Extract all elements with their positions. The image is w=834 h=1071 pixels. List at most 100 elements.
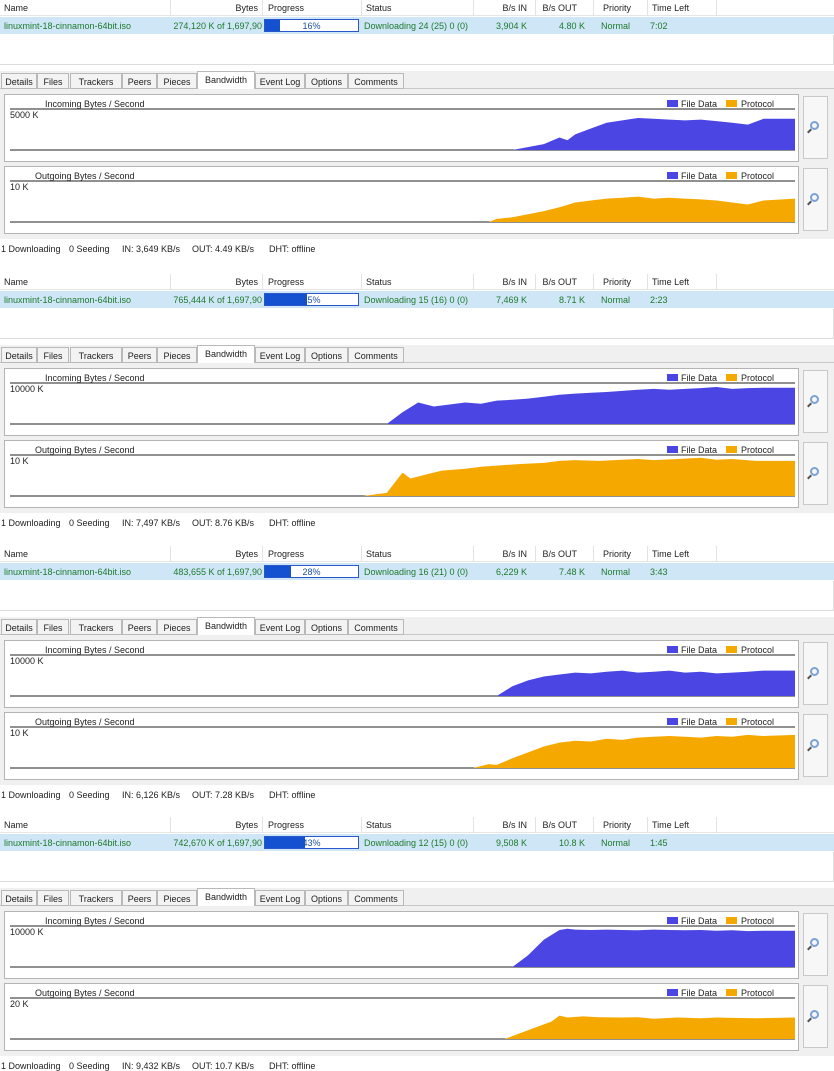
tab-bandwidth[interactable]: Bandwidth <box>197 617 255 636</box>
column-separator[interactable] <box>170 0 171 16</box>
tab-files[interactable]: Files <box>37 347 69 363</box>
column-header-priority[interactable]: Priority <box>603 277 632 287</box>
column-header-bytes[interactable]: Bytes <box>235 549 258 559</box>
tab-options[interactable]: Options <box>305 73 348 89</box>
column-header-progress[interactable]: Progress <box>268 3 305 13</box>
column-header-time-left[interactable]: Time Left <box>652 549 690 559</box>
tab-trackers[interactable]: Trackers <box>70 619 122 635</box>
column-separator[interactable] <box>535 817 536 833</box>
column-separator[interactable] <box>262 817 263 833</box>
tab-event-log[interactable]: Event Log <box>255 73 305 89</box>
zoom-in-button[interactable] <box>803 96 828 159</box>
column-header-bin[interactable]: B/s IN <box>502 277 527 287</box>
column-header-status[interactable]: Status <box>366 820 392 830</box>
column-header-time-left[interactable]: Time Left <box>652 3 690 13</box>
column-separator[interactable] <box>361 817 362 833</box>
tab-event-log[interactable]: Event Log <box>255 619 305 635</box>
column-separator[interactable] <box>361 546 362 562</box>
column-header-status[interactable]: Status <box>366 277 392 287</box>
column-separator[interactable] <box>535 274 536 290</box>
column-separator[interactable] <box>716 817 717 833</box>
torrent-row[interactable]: linuxmint-18-cinnamon-64bit.iso 274,120 K… <box>0 17 834 34</box>
column-header-bytes[interactable]: Bytes <box>235 277 258 287</box>
column-separator[interactable] <box>473 274 474 290</box>
column-separator[interactable] <box>593 546 594 562</box>
tab-peers[interactable]: Peers <box>122 73 157 89</box>
column-header-bytes[interactable]: Bytes <box>235 820 258 830</box>
tab-comments[interactable]: Comments <box>348 619 404 635</box>
tab-options[interactable]: Options <box>305 890 348 906</box>
column-header-bout[interactable]: B/s OUT <box>542 549 577 559</box>
tab-bandwidth[interactable]: Bandwidth <box>197 888 255 907</box>
column-separator[interactable] <box>716 546 717 562</box>
column-header-priority[interactable]: Priority <box>603 820 632 830</box>
tab-bandwidth[interactable]: Bandwidth <box>197 345 255 364</box>
tab-pieces[interactable]: Pieces <box>157 890 197 906</box>
column-header-name[interactable]: Name <box>4 820 29 830</box>
tab-trackers[interactable]: Trackers <box>70 890 122 906</box>
column-header-name[interactable]: Name <box>4 3 29 13</box>
column-separator[interactable] <box>647 274 648 290</box>
zoom-in-button[interactable] <box>803 642 828 705</box>
column-separator[interactable] <box>170 546 171 562</box>
column-header-progress[interactable]: Progress <box>268 277 305 287</box>
column-separator[interactable] <box>262 0 263 16</box>
tab-details[interactable]: Details <box>1 73 37 89</box>
tab-details[interactable]: Details <box>1 890 37 906</box>
tab-comments[interactable]: Comments <box>348 73 404 89</box>
tab-pieces[interactable]: Pieces <box>157 619 197 635</box>
column-separator[interactable] <box>647 546 648 562</box>
torrent-row[interactable]: linuxmint-18-cinnamon-64bit.iso 765,444 K… <box>0 291 834 308</box>
tab-trackers[interactable]: Trackers <box>70 73 122 89</box>
column-separator[interactable] <box>473 817 474 833</box>
column-separator[interactable] <box>593 0 594 16</box>
column-header-priority[interactable]: Priority <box>603 549 632 559</box>
column-header-priority[interactable]: Priority <box>603 3 632 13</box>
tab-options[interactable]: Options <box>305 619 348 635</box>
tab-files[interactable]: Files <box>37 619 69 635</box>
column-header-time-left[interactable]: Time Left <box>652 277 690 287</box>
column-header-status[interactable]: Status <box>366 3 392 13</box>
column-header-bin[interactable]: B/s IN <box>502 3 527 13</box>
tab-comments[interactable]: Comments <box>348 890 404 906</box>
column-header-name[interactable]: Name <box>4 277 29 287</box>
tab-pieces[interactable]: Pieces <box>157 73 197 89</box>
column-separator[interactable] <box>716 274 717 290</box>
tab-pieces[interactable]: Pieces <box>157 347 197 363</box>
tab-peers[interactable]: Peers <box>122 347 157 363</box>
zoom-out-button[interactable] <box>803 985 828 1048</box>
tab-trackers[interactable]: Trackers <box>70 347 122 363</box>
column-header-name[interactable]: Name <box>4 549 29 559</box>
column-separator[interactable] <box>262 546 263 562</box>
column-header-bytes[interactable]: Bytes <box>235 3 258 13</box>
column-separator[interactable] <box>473 546 474 562</box>
column-header-bout[interactable]: B/s OUT <box>542 3 577 13</box>
column-header-status[interactable]: Status <box>366 549 392 559</box>
column-separator[interactable] <box>535 546 536 562</box>
zoom-out-button[interactable] <box>803 714 828 777</box>
column-separator[interactable] <box>647 817 648 833</box>
tab-peers[interactable]: Peers <box>122 619 157 635</box>
tab-event-log[interactable]: Event Log <box>255 347 305 363</box>
zoom-out-button[interactable] <box>803 168 828 231</box>
column-separator[interactable] <box>170 817 171 833</box>
column-separator[interactable] <box>361 0 362 16</box>
tab-comments[interactable]: Comments <box>348 347 404 363</box>
tab-details[interactable]: Details <box>1 619 37 635</box>
zoom-in-button[interactable] <box>803 913 828 976</box>
column-separator[interactable] <box>647 0 648 16</box>
column-separator[interactable] <box>473 0 474 16</box>
torrent-row[interactable]: linuxmint-18-cinnamon-64bit.iso 483,655 K… <box>0 563 834 580</box>
zoom-out-button[interactable] <box>803 442 828 505</box>
tab-options[interactable]: Options <box>305 347 348 363</box>
zoom-in-button[interactable] <box>803 370 828 433</box>
column-separator[interactable] <box>535 0 536 16</box>
column-header-bin[interactable]: B/s IN <box>502 549 527 559</box>
tab-event-log[interactable]: Event Log <box>255 890 305 906</box>
tab-bandwidth[interactable]: Bandwidth <box>197 71 255 90</box>
column-header-progress[interactable]: Progress <box>268 549 305 559</box>
tab-files[interactable]: Files <box>37 890 69 906</box>
column-header-bout[interactable]: B/s OUT <box>542 820 577 830</box>
column-separator[interactable] <box>262 274 263 290</box>
column-separator[interactable] <box>361 274 362 290</box>
